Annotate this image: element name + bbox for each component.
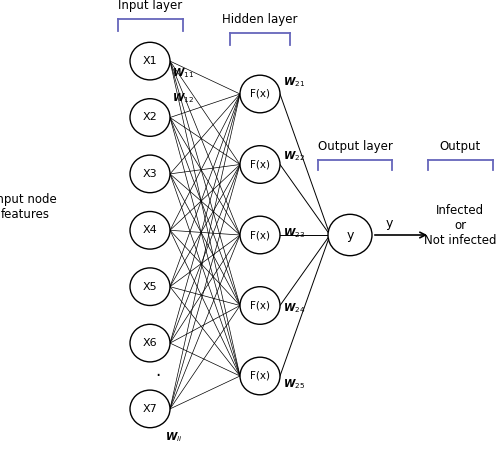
- Text: Input layer: Input layer: [118, 0, 182, 12]
- Text: Output: Output: [440, 140, 480, 153]
- Circle shape: [130, 212, 170, 249]
- Text: Input node
features: Input node features: [0, 193, 57, 221]
- Circle shape: [240, 357, 280, 395]
- Text: F(x): F(x): [250, 159, 270, 170]
- Circle shape: [328, 214, 372, 256]
- Text: X4: X4: [142, 225, 158, 235]
- Text: $\boldsymbol{W}_{li}$: $\boldsymbol{W}_{li}$: [165, 430, 182, 444]
- Circle shape: [130, 42, 170, 80]
- Circle shape: [240, 75, 280, 113]
- Text: $\boldsymbol{W}_{22}$: $\boldsymbol{W}_{22}$: [282, 149, 304, 163]
- Circle shape: [130, 390, 170, 428]
- Text: Infected
or
Not infected: Infected or Not infected: [424, 204, 496, 247]
- Circle shape: [240, 287, 280, 324]
- Circle shape: [130, 99, 170, 136]
- Text: X6: X6: [142, 338, 158, 348]
- Text: X5: X5: [142, 282, 158, 292]
- Circle shape: [240, 146, 280, 183]
- Text: F(x): F(x): [250, 89, 270, 99]
- Circle shape: [130, 324, 170, 362]
- Text: $\boldsymbol{W}_{23}$: $\boldsymbol{W}_{23}$: [282, 226, 304, 240]
- Text: F(x): F(x): [250, 300, 270, 311]
- Text: $\boldsymbol{W}_{24}$: $\boldsymbol{W}_{24}$: [282, 301, 305, 315]
- Text: $\boldsymbol{W}_{11}$: $\boldsymbol{W}_{11}$: [172, 66, 195, 79]
- Text: y: y: [346, 228, 354, 242]
- Text: X3: X3: [142, 169, 158, 179]
- Text: $\boldsymbol{W}_{12}$: $\boldsymbol{W}_{12}$: [172, 92, 195, 105]
- Text: F(x): F(x): [250, 371, 270, 381]
- Text: F(x): F(x): [250, 230, 270, 240]
- Text: Hidden layer: Hidden layer: [222, 13, 298, 26]
- Text: $\boldsymbol{W}_{25}$: $\boldsymbol{W}_{25}$: [282, 377, 304, 392]
- Text: X1: X1: [142, 56, 158, 66]
- Text: Output layer: Output layer: [318, 140, 392, 153]
- Text: X2: X2: [142, 112, 158, 123]
- Circle shape: [240, 216, 280, 254]
- Text: .: .: [155, 362, 160, 380]
- Text: y: y: [386, 217, 393, 230]
- Text: X7: X7: [142, 404, 158, 414]
- Circle shape: [130, 155, 170, 193]
- Text: $\boldsymbol{W}_{21}$: $\boldsymbol{W}_{21}$: [282, 75, 304, 89]
- Circle shape: [130, 268, 170, 306]
